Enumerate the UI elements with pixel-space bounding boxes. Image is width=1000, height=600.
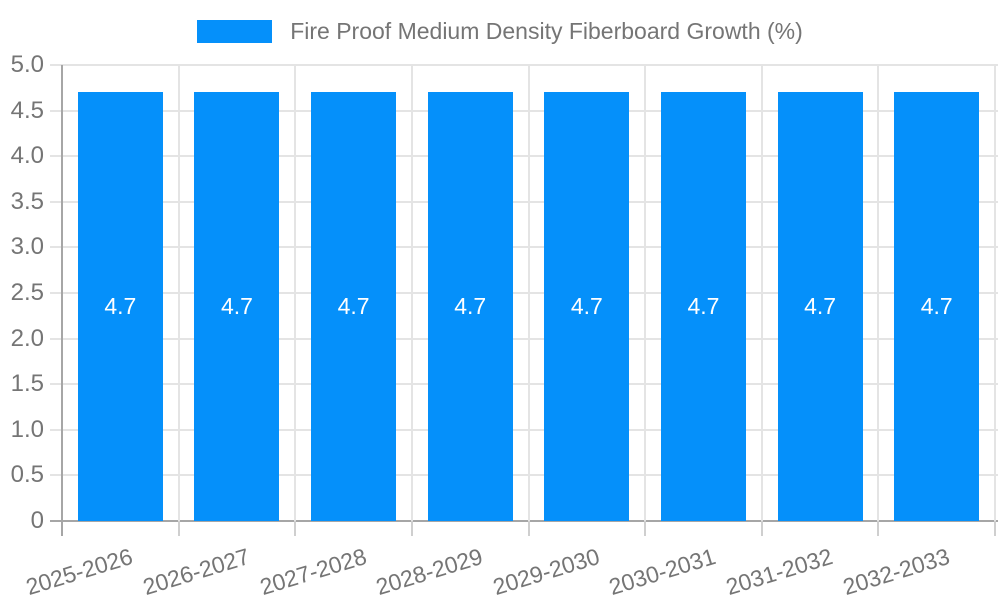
x-tick — [994, 521, 996, 536]
x-tick-label: 2025-2026 — [23, 543, 136, 600]
legend-swatch[interactable] — [197, 19, 273, 43]
x-gridline — [294, 65, 297, 521]
x-tick — [877, 521, 880, 536]
y-gridline — [50, 64, 998, 66]
y-tick-label: 4.5 — [10, 96, 44, 124]
y-tick-label: 4.0 — [10, 142, 44, 170]
x-gridline — [644, 65, 647, 521]
x-tick-label: 2030-2031 — [606, 543, 720, 600]
y-gridline — [50, 337, 998, 340]
y-axis-line — [61, 65, 63, 536]
y-gridline — [50, 428, 998, 431]
x-tick-label: 2026-2027 — [139, 543, 253, 600]
bar[interactable]: 4.7 — [544, 92, 630, 521]
y-gridline — [50, 383, 998, 386]
y-tick-label: 5.0 — [10, 51, 44, 78]
x-gridline — [877, 65, 880, 521]
y-gridline — [50, 520, 998, 522]
x-tick — [760, 521, 763, 536]
x-tick-label: 2029-2030 — [489, 543, 603, 600]
bar[interactable]: 4.7 — [660, 92, 746, 521]
x-tick-label: 2032-2033 — [839, 543, 953, 600]
x-gridline — [527, 65, 530, 521]
x-tick — [644, 521, 647, 536]
x-tick-label: 2031-2032 — [722, 543, 836, 600]
bar-value-label: 4.7 — [220, 293, 253, 320]
bar[interactable]: 4.7 — [194, 92, 280, 521]
x-tick-label: 2028-2029 — [372, 543, 486, 600]
y-gridline — [50, 292, 998, 294]
y-tick-label: 0 — [30, 507, 44, 534]
x-tick-label: 2027-2028 — [256, 543, 370, 600]
y-tick-label: 1.5 — [10, 370, 44, 398]
x-tick — [527, 521, 530, 536]
y-gridline — [50, 474, 998, 477]
bar-value-label: 4.7 — [687, 293, 720, 320]
x-tick — [410, 521, 413, 536]
x-tick — [177, 521, 180, 536]
y-gridline — [50, 246, 998, 249]
x-gridline — [177, 65, 180, 521]
y-tick-label: 2.0 — [10, 324, 44, 352]
y-tick-label: 0.5 — [10, 461, 44, 489]
x-gridline — [410, 65, 413, 521]
y-gridline — [50, 200, 998, 203]
x-gridline — [994, 65, 996, 521]
y-tick-label: 1.0 — [10, 415, 44, 443]
bar-value-label: 4.7 — [920, 293, 953, 320]
bar-value-label: 4.7 — [804, 293, 837, 320]
y-gridline — [50, 155, 998, 158]
bar[interactable]: 4.7 — [77, 92, 163, 521]
y-tick-label: 3.0 — [10, 233, 44, 261]
y-gridline — [50, 109, 998, 112]
y-tick-label: 2.5 — [10, 279, 44, 306]
bar-value-label: 4.7 — [454, 293, 487, 320]
bar-value-label: 4.7 — [337, 293, 370, 320]
bar[interactable]: 4.7 — [777, 92, 863, 521]
bar-value-label: 4.7 — [570, 293, 603, 320]
bar[interactable]: 4.7 — [894, 92, 980, 521]
bar[interactable]: 4.7 — [427, 92, 513, 521]
bar-value-label: 4.7 — [104, 293, 137, 320]
x-gridline — [760, 65, 763, 521]
legend[interactable]: Fire Proof Medium Density Fiberboard Gro… — [0, 16, 1000, 46]
legend-label: Fire Proof Medium Density Fiberboard Gro… — [290, 17, 803, 44]
bar[interactable]: 4.7 — [311, 92, 397, 521]
y-tick-label: 3.5 — [10, 187, 44, 215]
x-tick — [294, 521, 297, 536]
